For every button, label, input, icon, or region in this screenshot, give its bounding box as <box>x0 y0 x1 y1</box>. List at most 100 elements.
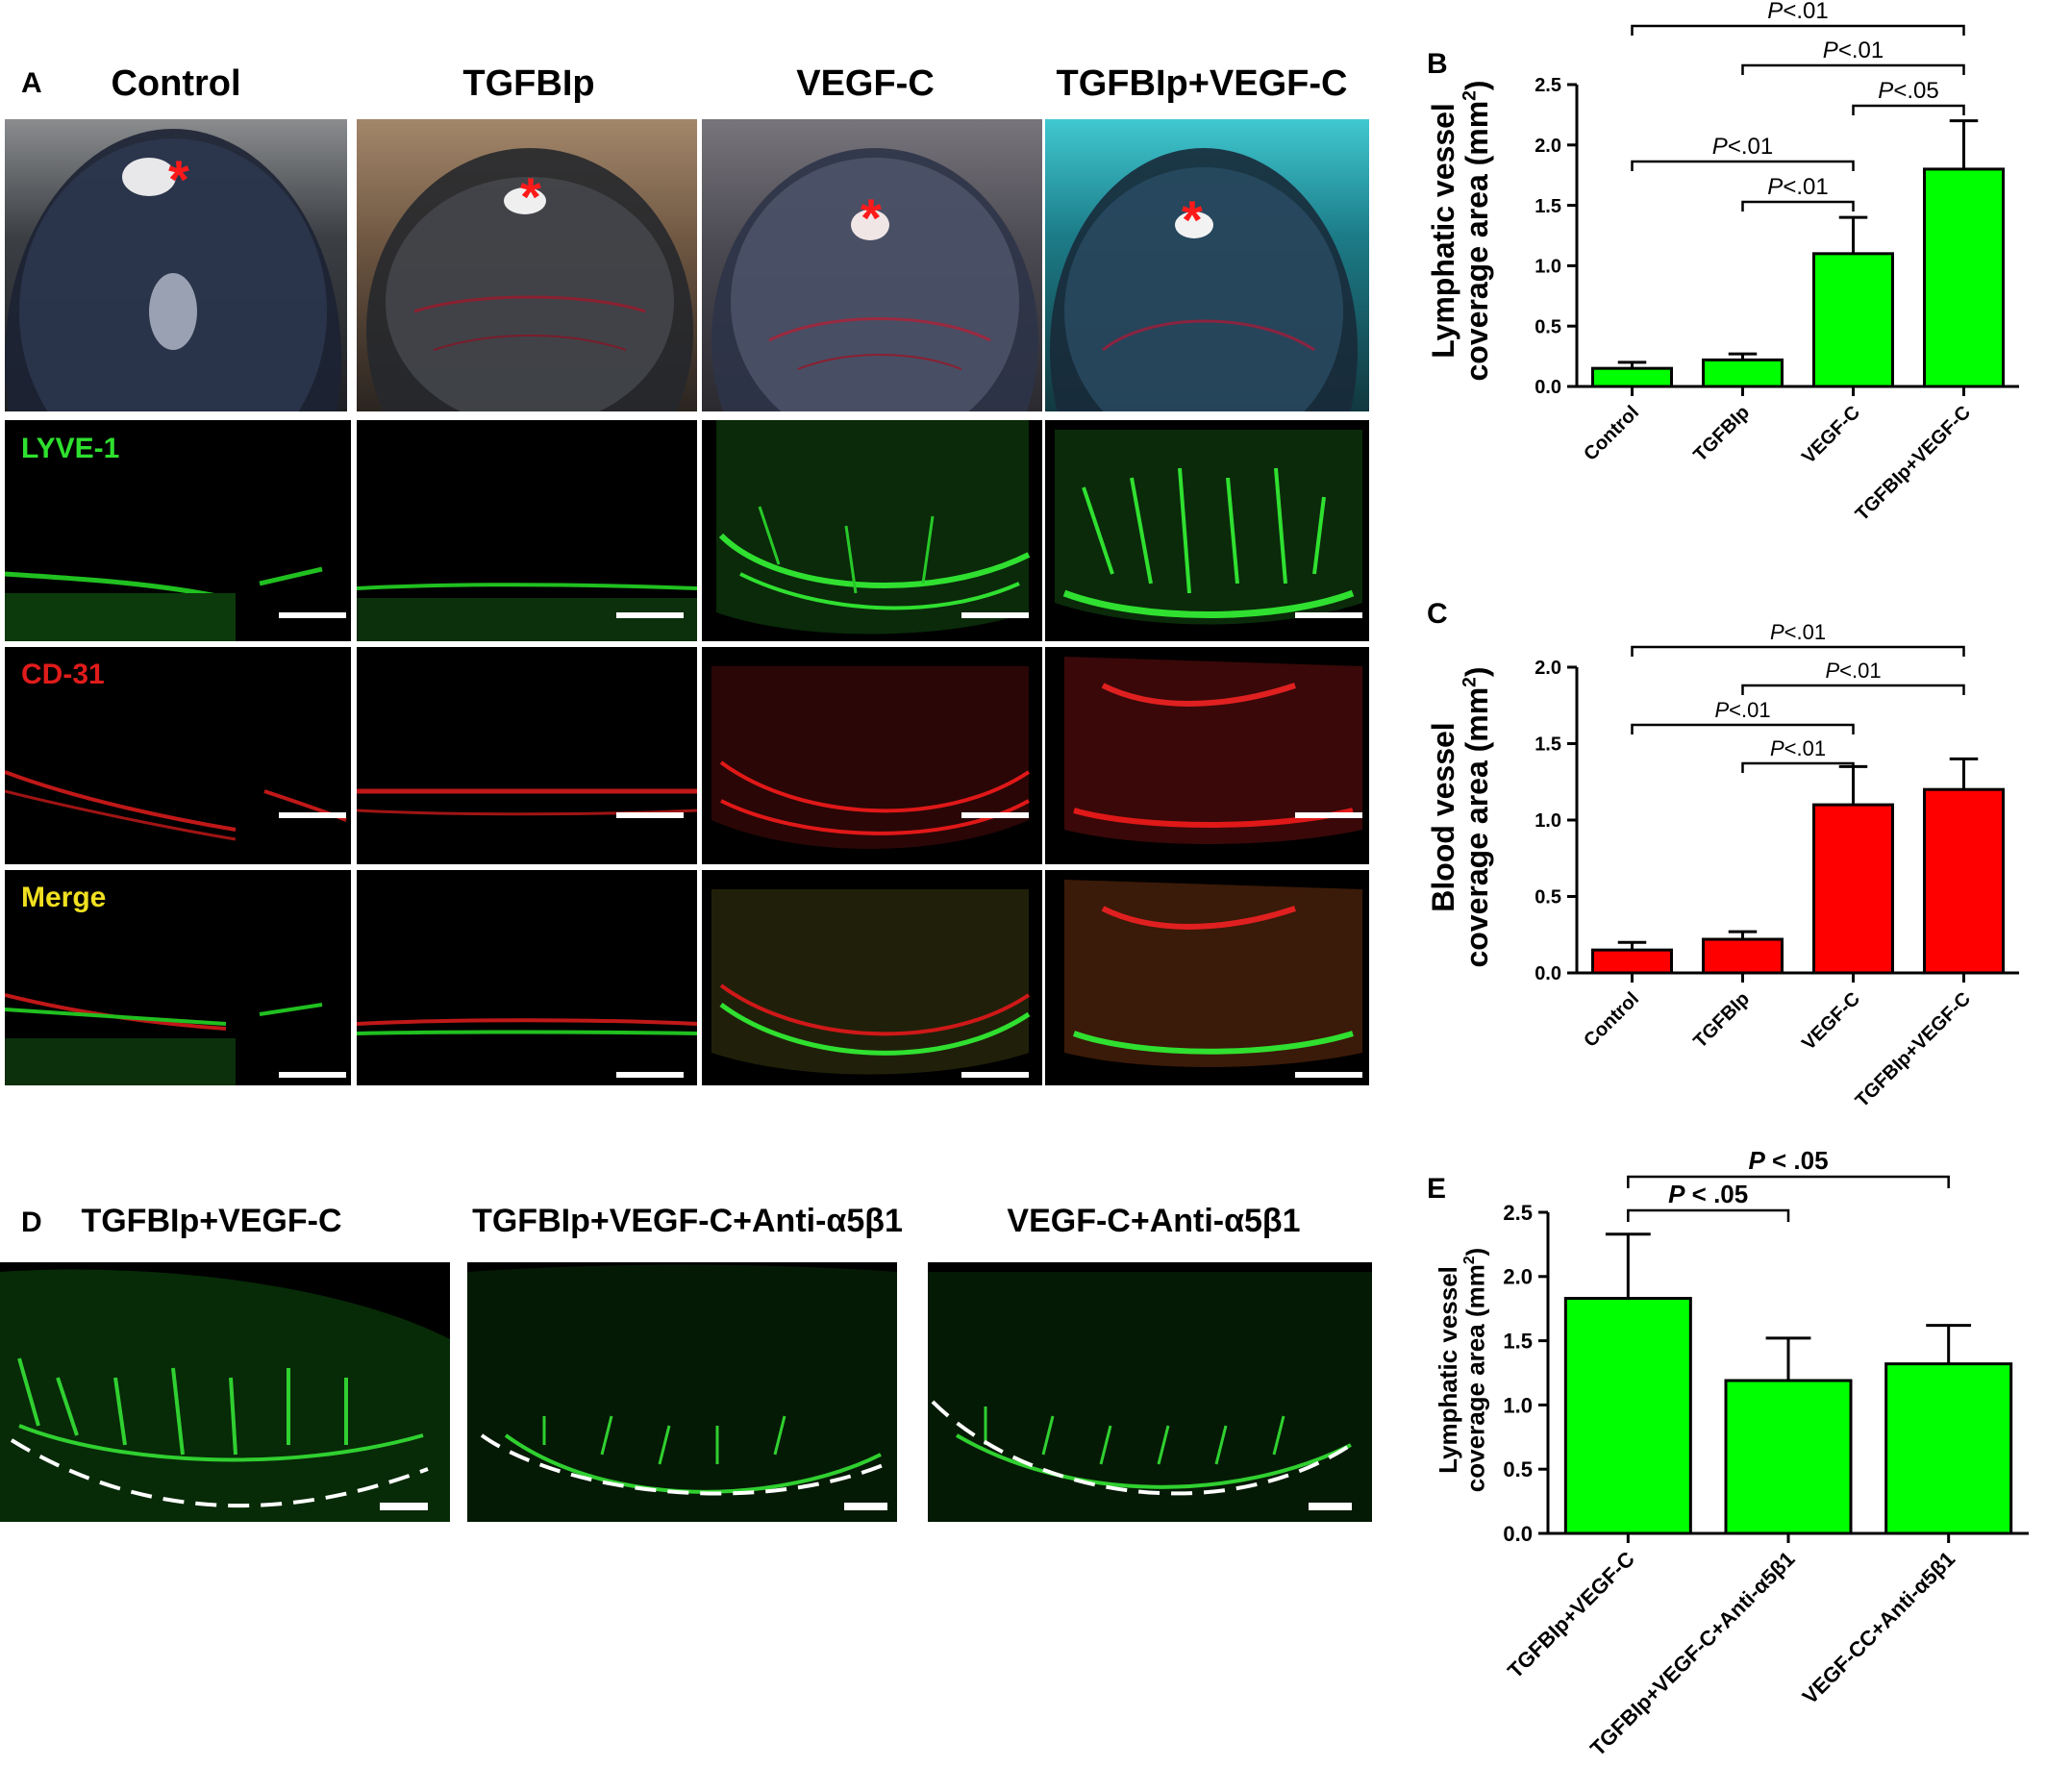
bar <box>1591 366 1673 388</box>
y-tick-label: 1.5 <box>1534 734 1561 756</box>
eye-photo-control: * <box>5 119 347 411</box>
significance-bracket <box>1627 1208 1790 1222</box>
x-tick-label: TGFBIp+VEGF-C <box>1852 988 1975 1111</box>
micrograph-merge-tgfbip <box>356 870 698 1085</box>
significance-label: P<.01 <box>1712 134 1773 160</box>
y-axis-title-line2: coverage area (mm2) <box>1460 666 1494 967</box>
bar <box>1563 1297 1692 1535</box>
significance-label: P < .05 <box>1668 1180 1748 1208</box>
y-tick-label: 0.0 <box>1534 377 1561 398</box>
column-title-vegfc: VEGF-C <box>796 63 935 104</box>
significance-label: P<.01 <box>1770 620 1826 644</box>
micrograph-merge-vegfc <box>702 870 1042 1085</box>
micrograph-cd31-control <box>4 647 351 864</box>
significance-bracket <box>1631 24 1965 36</box>
y-tick-label: 0.5 <box>1534 316 1561 337</box>
significance-label: P<.01 <box>1770 736 1826 760</box>
panel-label-d: D <box>21 1207 42 1238</box>
bar <box>1884 1362 2013 1535</box>
y-tick-label: 2.5 <box>1534 75 1561 96</box>
y-tick-label: 2.0 <box>1534 658 1561 679</box>
micrograph-cd31-vegfc <box>702 647 1042 864</box>
y-tick-label: 0.5 <box>1503 1457 1533 1481</box>
y-axis-title-line1: Lymphatic vessel <box>1426 103 1460 359</box>
y-axis-title-line2: coverage area (mm2) <box>1461 1248 1490 1492</box>
bar <box>1923 787 2005 975</box>
micrograph-merge-control <box>4 870 351 1085</box>
y-tick-label: 2.0 <box>1503 1265 1533 1289</box>
star-marker: * <box>1182 189 1203 250</box>
star-marker: * <box>861 187 882 248</box>
bar <box>1812 803 1894 975</box>
bar <box>1702 358 1784 388</box>
significance-label: P<.01 <box>1767 0 1828 24</box>
significance-label: P<.05 <box>1878 78 1938 104</box>
significance-bracket <box>1852 104 1965 115</box>
micrograph-merge-tgfbip-vegfc <box>1045 870 1369 1085</box>
micrograph-cd31-tgfbip <box>356 647 698 864</box>
significance-bracket <box>1631 645 1965 657</box>
eye-photo-vegfc: * <box>702 119 1042 411</box>
column-title-tgfbip-vegfc: TGFBIp+VEGF-C <box>1056 63 1348 104</box>
y-tick-label: 1.5 <box>1534 196 1561 217</box>
significance-label: P<.01 <box>1825 659 1881 683</box>
eye-photo-tgfbip: * <box>357 119 697 411</box>
x-tick-label: TGFBIp+VEGF-C <box>1852 402 1975 525</box>
x-tick-label: VEGF-CC+Anti-α5β1 <box>1798 1547 1960 1709</box>
micrograph-lyve1-control <box>4 420 351 641</box>
x-tick-label: TGFBIp <box>1689 402 1754 466</box>
x-tick-label: VEGF-C <box>1798 988 1864 1055</box>
y-axis-title-line1: Blood vessel <box>1426 722 1460 911</box>
d-title-3: VEGF-C+Anti-α5β1 <box>1007 1203 1301 1239</box>
micrograph-lyve1-vegfc <box>702 420 1042 641</box>
significance-bracket <box>1741 200 1855 212</box>
micrograph-d-tgfbip-vegfc-anti <box>467 1262 897 1522</box>
bar <box>1724 1379 1853 1535</box>
significance-bracket <box>1741 63 1965 75</box>
significance-bracket <box>1741 684 1965 695</box>
x-tick-label: VEGF-C <box>1798 402 1864 468</box>
column-title-control: Control <box>111 63 241 104</box>
panel-label-e: E <box>1427 1173 1447 1205</box>
row-label-cd31: CD-31 <box>21 659 105 690</box>
y-tick-label: 1.5 <box>1503 1330 1533 1354</box>
micrograph-d-tgfbip-vegfc <box>0 1262 450 1522</box>
x-tick-label: Control <box>1580 402 1643 465</box>
chart-lymphatic-coverage: 0.0 0.5 1.0 1.5 2.0 2.5 Control TGFBIp VEGF-CTGF… <box>1426 0 2019 525</box>
y-axis-title-line1: Lymphatic vessel <box>1434 1266 1462 1474</box>
y-tick-label: 1.0 <box>1534 810 1561 832</box>
y-tick-label: 0.5 <box>1534 887 1561 908</box>
bar <box>1702 937 1784 975</box>
row-label-lyve1: LYVE-1 <box>21 433 120 464</box>
significance-label: P<.01 <box>1714 698 1770 722</box>
panel-label-a: A <box>21 67 42 99</box>
y-tick-label: 1.0 <box>1503 1393 1533 1417</box>
bar <box>1812 252 1894 388</box>
significance-label: P<.01 <box>1767 174 1828 200</box>
significance-bracket <box>1631 723 1855 734</box>
eye-photo-tgfbip-vegfc: * <box>1045 119 1369 411</box>
significance-label: P<.01 <box>1823 37 1884 63</box>
d-title-1: TGFBIp+VEGF-C <box>81 1203 342 1239</box>
d-title-2: TGFBIp+VEGF-C+Anti-α5β1 <box>472 1203 903 1239</box>
y-tick-label: 1.0 <box>1534 257 1561 278</box>
significance-bracket <box>1741 761 1855 773</box>
significance-bracket <box>1631 160 1855 171</box>
panel-label-c: C <box>1427 598 1448 630</box>
x-tick-label: TGFBIp+VEGF-C <box>1503 1547 1639 1683</box>
y-tick-label: 2.0 <box>1534 136 1561 157</box>
x-tick-label: TGFBIp <box>1689 988 1754 1053</box>
bar <box>1591 948 1673 975</box>
y-axis-title: Blood vessel coverage area (mm2) <box>1426 666 1494 967</box>
micrograph-lyve1-tgfbip <box>356 420 698 641</box>
significance-label: P < .05 <box>1748 1146 1828 1175</box>
y-tick-label: 0.0 <box>1503 1522 1533 1546</box>
star-marker: * <box>520 166 541 227</box>
row-label-merge: Merge <box>21 882 107 913</box>
micrograph-lyve1-tgfbip-vegfc <box>1045 420 1369 641</box>
column-title-tgfbip: TGFBIp <box>462 63 595 104</box>
micrograph-d-vegfc-anti <box>928 1262 1372 1522</box>
chart-blood-coverage: 0.0 0.5 1.0 1.5 2.0 Control TGFBIp VEGF-CTGFBIp… <box>1426 620 2019 1111</box>
